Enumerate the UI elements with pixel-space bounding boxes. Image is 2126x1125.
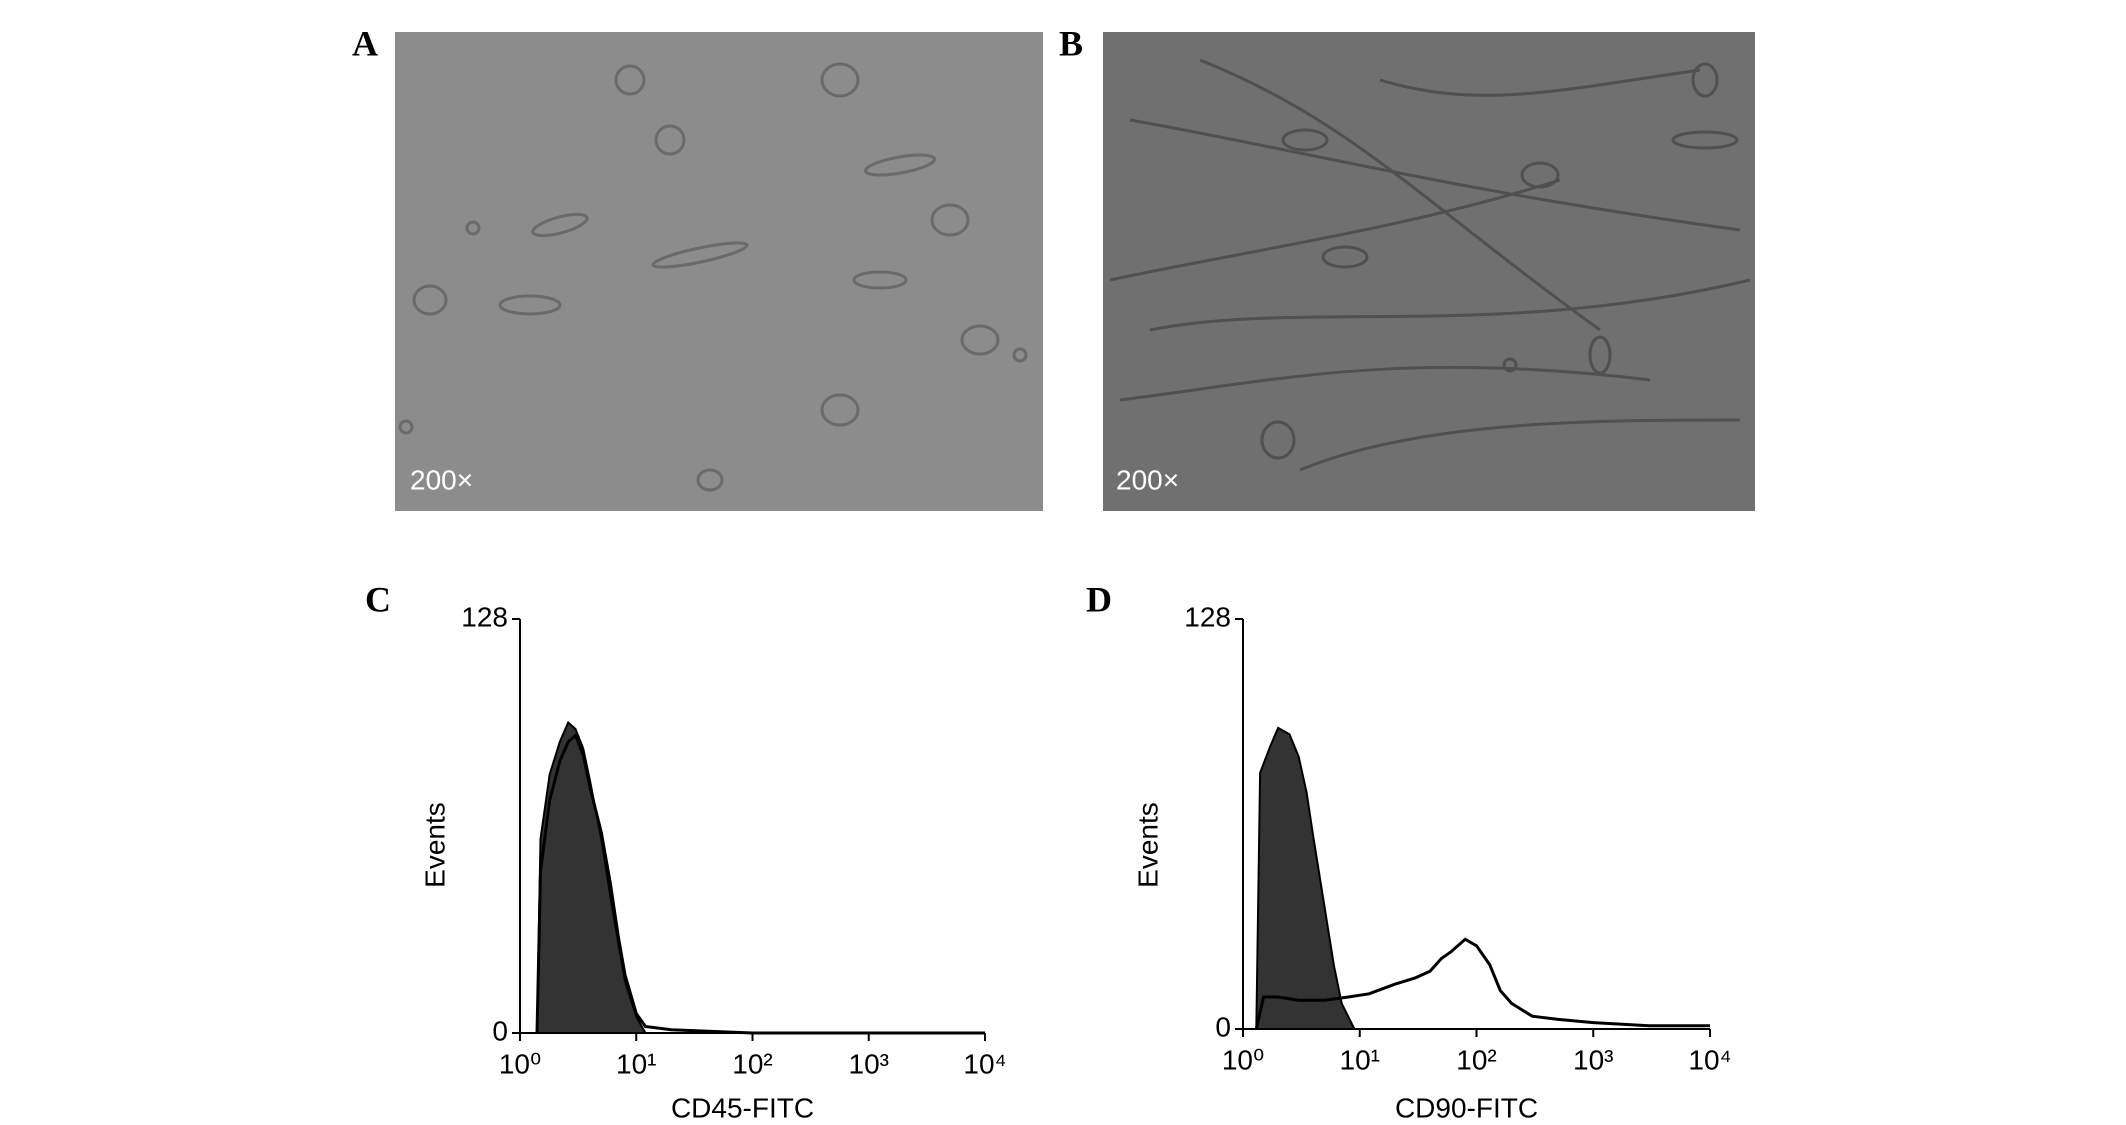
histogram-area <box>1255 726 1357 1030</box>
cells <box>398 62 1028 492</box>
x-tick-label: 10⁰ <box>1222 1044 1264 1075</box>
histogram-line <box>535 732 985 1035</box>
x-tick-label: 10³ <box>1573 1044 1613 1075</box>
x-tick-label: 10⁴ <box>1688 1044 1731 1075</box>
x-axis-title: CD45-FITC <box>671 1092 814 1123</box>
micrograph-a: 200× <box>395 32 1043 511</box>
y-tick-label: 0 <box>492 1015 508 1046</box>
histogram-line <box>1254 937 1710 1030</box>
panel-label: C <box>365 579 391 619</box>
image-background <box>1103 32 1755 511</box>
micrograph-b: 200× <box>1103 32 1755 511</box>
y-tick-label: 128 <box>1184 601 1231 632</box>
fibroblasts <box>1109 58 1751 472</box>
y-axis-title: Events <box>419 802 450 888</box>
y-tick-label: 128 <box>461 601 508 632</box>
x-tick-label: 10² <box>732 1048 772 1079</box>
magnification: 200× <box>1116 464 1179 495</box>
x-tick-label: 10² <box>1456 1044 1496 1075</box>
image-background <box>395 32 1043 511</box>
magnification: 200× <box>410 464 473 495</box>
y-tick-label: 0 <box>1215 1011 1231 1042</box>
y-axis-title: Events <box>1132 802 1163 888</box>
x-tick-label: 10¹ <box>616 1048 656 1079</box>
x-axis-title: CD90-FITC <box>1395 1092 1538 1123</box>
x-tick-label: 10⁰ <box>499 1048 541 1079</box>
x-tick-label: 10⁴ <box>963 1048 1006 1079</box>
panel-label: B <box>1059 23 1083 63</box>
x-tick-label: 10³ <box>849 1048 889 1079</box>
panel-label: D <box>1086 579 1112 619</box>
x-tick-label: 10¹ <box>1340 1044 1380 1075</box>
panel-label: A <box>352 23 378 63</box>
